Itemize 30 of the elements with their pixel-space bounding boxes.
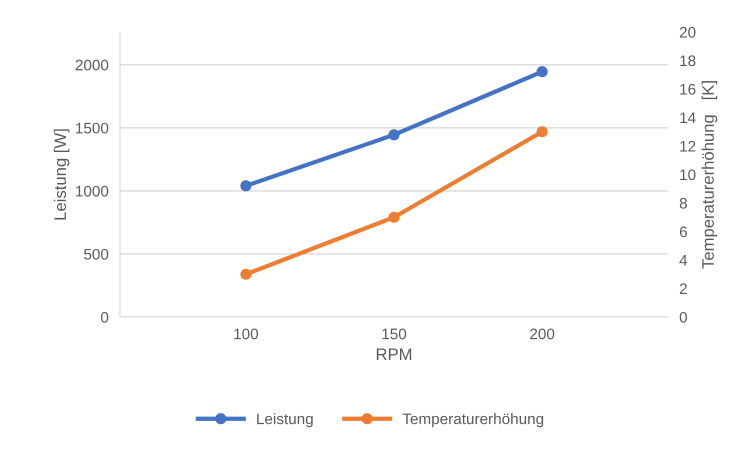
y2-tick-label: 12 [680,140,696,152]
point [388,212,400,223]
y2-tick-label: 0 [680,312,688,323]
x-axis-title: RPM [376,348,412,360]
point [240,180,252,192]
y2-tick-label: 6 [680,226,687,238]
y2-tick-label: 14 [680,112,696,124]
x-tick-label: 200 [530,328,554,340]
y-axis-title: Leistung [W] [54,129,70,220]
y2-tick-label: 4 [679,255,688,266]
x-tick-label: 150 [382,328,406,340]
y2-tick-label: 18 [680,55,696,66]
y2-tick-label: 8 [680,198,687,209]
y2-tick-label: 2 [680,283,687,294]
y2-tick-label: 10 [680,169,696,180]
legend-label: Temperaturerhöhung [402,413,544,428]
y-tick-label: 2000 [76,60,108,70]
y2-tick-label: 20 [680,26,696,38]
y-tick-label: 0 [100,312,108,323]
y-tick-label: 500 [84,248,108,260]
point [536,126,548,138]
point [240,268,252,280]
point [388,129,400,140]
point [536,66,548,78]
legend-label: Leistung [257,413,313,428]
y-tick-label: 1500 [76,122,108,134]
y-tick-label: 1000 [76,186,108,197]
y2-axis-title: Temperaturerhöhung [K] [702,81,718,269]
x-tick-label: 100 [234,328,258,340]
y2-tick-label: 16 [680,84,696,95]
